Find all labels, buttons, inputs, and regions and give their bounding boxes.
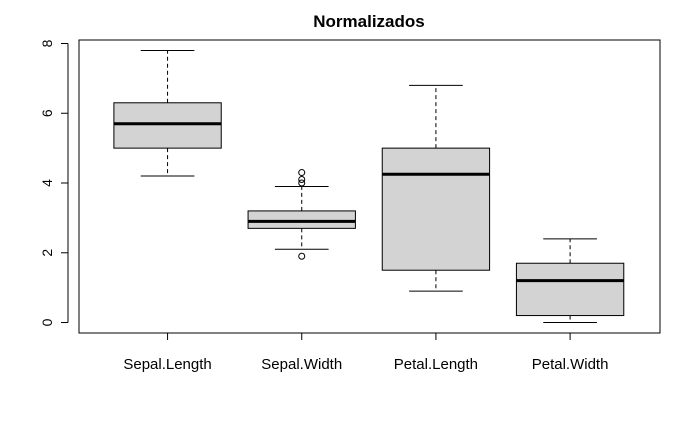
- x-category-label-1: Sepal.Width: [261, 356, 342, 373]
- plot-frame: [78, 39, 661, 334]
- outlier-1-0: [298, 179, 306, 187]
- y-tick-label-3: 6: [39, 109, 55, 117]
- x-category-label-0: Sepal.Length: [123, 356, 211, 373]
- x-category-label-3: Petal.Width: [532, 356, 609, 373]
- y-tick-label-1: 2: [39, 249, 55, 257]
- y-tick-label-0: 0: [39, 318, 55, 326]
- box-0: [113, 49, 222, 177]
- box-3: [515, 238, 625, 324]
- y-axis: 0 2 4 6 8: [39, 39, 69, 326]
- box-rect-0: [113, 102, 222, 149]
- outlier-1-1: [298, 176, 306, 184]
- y-tick-label-4: 8: [39, 39, 55, 47]
- box-rect-3: [515, 262, 625, 317]
- x-axis-labels: Sepal.Length Sepal.Width Petal.Length Petal…: [123, 333, 608, 373]
- chart-title: Normalizados: [313, 12, 424, 31]
- box-rect-2: [381, 147, 491, 271]
- y-tick-label-2: 4: [39, 179, 55, 187]
- box-rect-1: [247, 210, 356, 229]
- boxes-group: [113, 49, 625, 324]
- outlier-1-2: [298, 169, 306, 177]
- box-1: [247, 169, 356, 260]
- box-2: [381, 84, 491, 292]
- outlier-1-3: [298, 252, 306, 260]
- x-category-label-2: Petal.Length: [394, 356, 478, 373]
